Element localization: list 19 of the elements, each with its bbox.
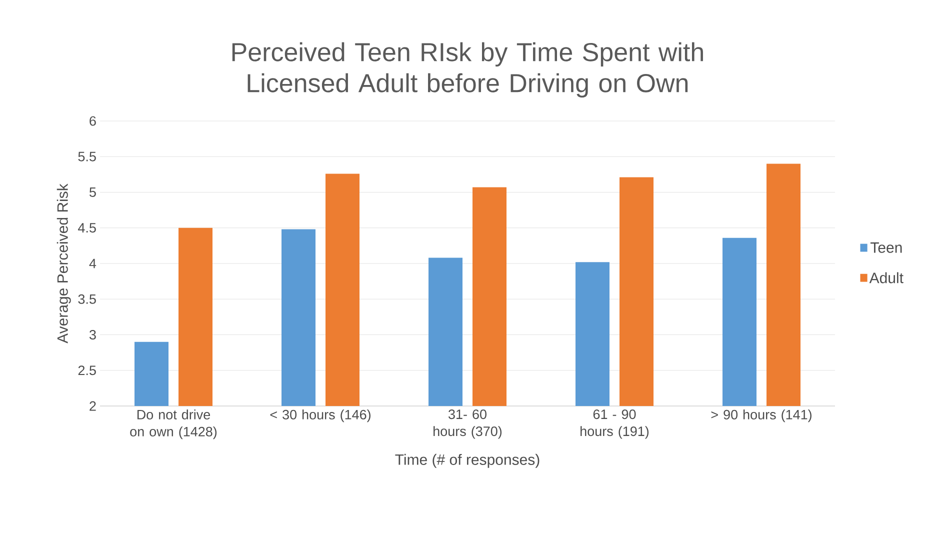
x-tick-label: Do not drive on own (1428) bbox=[130, 410, 217, 440]
y-tick-label: 4 bbox=[89, 258, 96, 268]
x-tick-label: 61 - 90 hours (191) bbox=[580, 410, 649, 439]
x-tick-label: > 90 hours (141) bbox=[711, 410, 812, 422]
y-tick-label: 3.5 bbox=[78, 294, 96, 304]
legend-label: Teen bbox=[870, 242, 902, 253]
y-tick-label: 4.5 bbox=[78, 223, 96, 233]
chart-title: Perceived Teen RIsk by Time Spent with Licensed Adult before Driving on Own bbox=[232, 42, 703, 98]
y-tick-label: 3 bbox=[89, 330, 96, 340]
legend-label: Adult bbox=[869, 272, 904, 284]
y-tick-label: 2.5 bbox=[78, 366, 96, 376]
y-axis-title: Average Perceived Risk bbox=[56, 184, 71, 344]
y-tick-label: 5.5 bbox=[78, 152, 96, 162]
y-tick-label: 5 bbox=[90, 188, 96, 197]
x-tick-label: < 30 hours (146) bbox=[270, 410, 370, 422]
x-axis-title: Time (# of responses) bbox=[395, 454, 540, 468]
y-tick-label: 6 bbox=[90, 116, 96, 126]
x-tick-label: 31- 60 hours (370) bbox=[434, 410, 502, 439]
y-tick-label: 2 bbox=[90, 401, 96, 411]
